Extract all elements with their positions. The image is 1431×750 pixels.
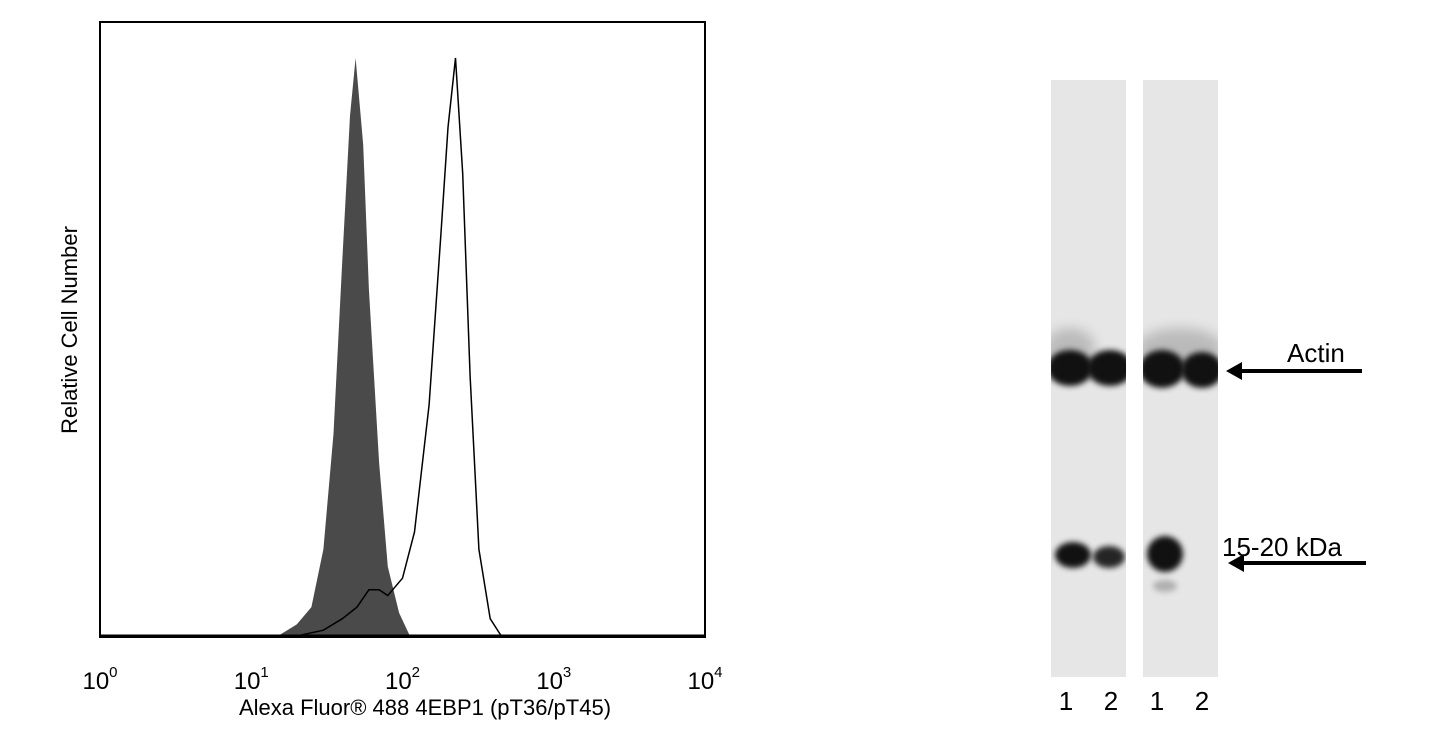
target-band xyxy=(1055,542,1091,568)
target-band xyxy=(1147,536,1183,572)
x-axis-label: Alexa Fluor® 488 4EBP1 (pT36/pT45) xyxy=(238,695,612,720)
x-tick-label: 101 xyxy=(233,664,269,695)
actin-arrow xyxy=(1226,362,1362,380)
actin-band xyxy=(1143,350,1185,388)
x-tick-label: 104 xyxy=(687,664,723,695)
blot-strip-left xyxy=(1051,80,1126,677)
target-band xyxy=(1093,546,1125,568)
actin-label: Actin xyxy=(1287,338,1345,368)
lane-label: 2 xyxy=(1103,686,1119,716)
lane-label: 2 xyxy=(1194,686,1210,716)
histogram-filled-series xyxy=(277,58,410,636)
flow-histogram xyxy=(99,21,706,638)
actin-band xyxy=(1181,352,1218,388)
x-tick-label: 103 xyxy=(536,664,572,695)
lane-label: 1 xyxy=(1058,686,1074,716)
x-tick-label: 100 xyxy=(82,664,118,695)
blot-strip-right xyxy=(1143,80,1218,677)
y-axis-label: Relative Cell Number xyxy=(57,226,82,434)
x-tick-label: 102 xyxy=(384,664,421,695)
lane-label: 1 xyxy=(1149,686,1165,716)
histogram-outline-series xyxy=(296,57,502,637)
actin-band xyxy=(1051,350,1093,386)
mw-arrow xyxy=(1228,554,1366,572)
plot-frame xyxy=(99,21,706,638)
actin-band xyxy=(1087,350,1126,386)
